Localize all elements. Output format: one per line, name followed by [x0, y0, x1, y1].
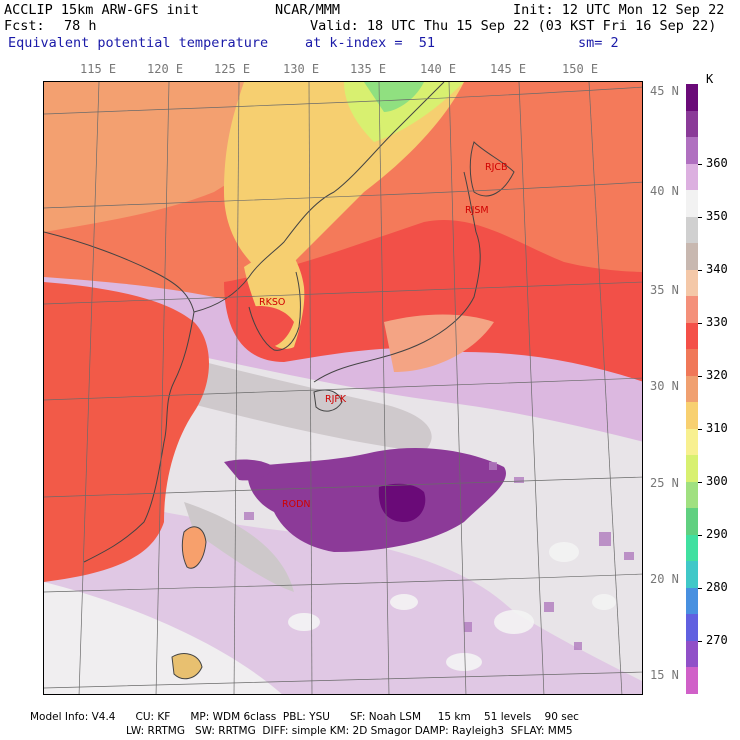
lon-label: 130 E — [283, 62, 320, 76]
fcst-label: Fcst: — [4, 18, 45, 34]
colorbar-label: 340 — [706, 261, 728, 276]
colorbar-tick — [698, 481, 702, 483]
colorbar-swatch — [686, 667, 698, 695]
colorbar-swatch — [686, 296, 698, 324]
colorbar-swatch — [686, 561, 698, 589]
lat-label: 25 N — [650, 476, 679, 490]
lat-label: 40 N — [650, 184, 679, 198]
map-panel[interactable]: RJCB RJSM RKSO RJFK RODN — [43, 81, 643, 695]
station-label: RKSO — [259, 297, 286, 308]
colorbar-swatch — [686, 428, 698, 456]
colorbar-swatch — [686, 508, 698, 536]
lat-label: 45 N — [650, 84, 679, 98]
lon-label: 115 E — [80, 62, 117, 76]
colorbar-label: 280 — [706, 579, 728, 594]
station-label: RJCB — [485, 162, 508, 173]
station-label: RJFK — [325, 394, 347, 405]
lon-label: 150 E — [562, 62, 599, 76]
colorbar-swatch — [686, 614, 698, 642]
colorbar-label: 330 — [706, 314, 728, 329]
lon-label: 135 E — [350, 62, 387, 76]
station-label: RODN — [282, 499, 311, 510]
smooth-label: sm= 2 — [578, 35, 619, 51]
field-name: Equivalent potential temperature — [8, 35, 269, 51]
level-label: at k-index = 51 — [305, 35, 436, 51]
colorbar-label: 360 — [706, 155, 728, 170]
colorbar-swatch — [686, 137, 698, 165]
colorbar-label: 310 — [706, 420, 728, 435]
colorbar-label: 300 — [706, 473, 728, 488]
colorbar-swatch — [686, 269, 698, 297]
colorbar-swatch — [686, 243, 698, 271]
colorbar-swatch — [686, 481, 698, 509]
colorbar-tick — [698, 428, 702, 430]
lat-label: 30 N — [650, 379, 679, 393]
footer-line-2: LW: RRTMG SW: RRTMG DIFF: simple KM: 2D … — [126, 725, 573, 737]
model-title: ACCLIP 15km ARW-GFS init — [4, 2, 200, 18]
colorbar-tick — [698, 163, 702, 165]
lat-label: 20 N — [650, 572, 679, 586]
colorbar-swatch — [686, 216, 698, 244]
theta-e-field — [44, 82, 642, 694]
colorbar-swatch — [686, 110, 698, 138]
colorbar-tick — [698, 587, 702, 589]
footer-line-1: Model Info: V4.4 CU: KF MP: WDM 6class P… — [30, 711, 579, 723]
fcst-value: 78 h — [64, 18, 97, 34]
colorbar-swatch — [686, 455, 698, 483]
colorbar-label: 270 — [706, 632, 728, 647]
colorbar-label: 290 — [706, 526, 728, 541]
colorbar-tick — [698, 216, 702, 218]
colorbar-tick — [698, 534, 702, 536]
colorbar-swatch — [686, 375, 698, 403]
colorbar-swatch — [686, 190, 698, 218]
colorbar-tick — [698, 269, 702, 271]
colorbar-unit: K — [706, 72, 714, 86]
colorbar-label: 320 — [706, 367, 728, 382]
init-time: Init: 12 UTC Mon 12 Sep 22 — [513, 2, 725, 18]
lon-label: 140 E — [420, 62, 457, 76]
lat-label: 15 N — [650, 668, 679, 682]
colorbar-swatch — [686, 587, 698, 615]
lat-label: 35 N — [650, 283, 679, 297]
lon-label: 145 E — [490, 62, 527, 76]
station-label: RJSM — [465, 205, 489, 216]
lon-label: 120 E — [147, 62, 184, 76]
lon-label: 125 E — [214, 62, 251, 76]
colorbar-tick — [698, 322, 702, 324]
colorbar-tick — [698, 640, 702, 642]
colorbar-swatch — [686, 322, 698, 350]
colorbar-swatch — [686, 84, 698, 112]
colorbar-swatch — [686, 349, 698, 377]
colorbar-swatch — [686, 534, 698, 562]
colorbar-swatch — [686, 402, 698, 430]
colorbar-label: 350 — [706, 208, 728, 223]
colorbar-tick — [698, 375, 702, 377]
valid-time: Valid: 18 UTC Thu 15 Sep 22 (03 KST Fri … — [310, 18, 717, 34]
colorbar-swatch — [686, 640, 698, 668]
colorbar-swatch — [686, 163, 698, 191]
org-label: NCAR/MMM — [275, 2, 341, 18]
